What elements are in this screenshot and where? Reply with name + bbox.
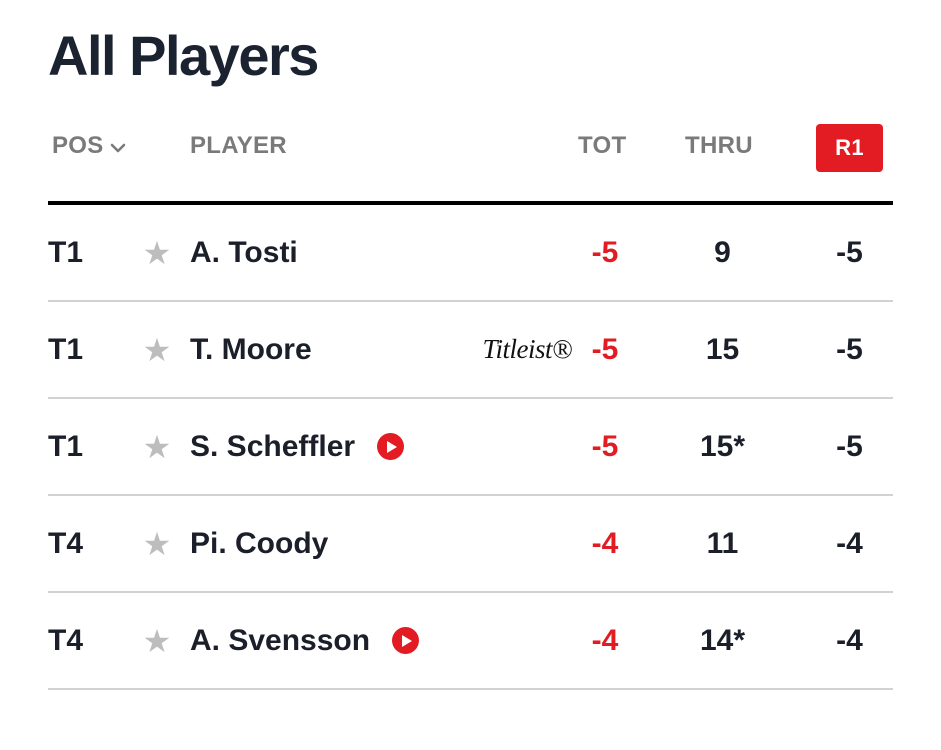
player-name: S. Scheffler [190,429,356,463]
round-1-tab[interactable]: R1 [816,124,883,172]
round-1-score: -5 [836,332,863,366]
sponsor-logo [462,496,572,591]
round-1-score: -5 [836,429,863,463]
player-row[interactable]: T4 ★ Pi. Coody -4 11 -4 [48,496,893,593]
thru-holes: 15* [699,429,746,463]
thru-header: THRU [685,132,753,159]
sponsor-logo: Titleist® [482,334,572,364]
player-name-cell[interactable]: T. Moore [190,302,312,397]
total-score: -5 [591,332,619,366]
sponsor-logo [462,205,572,300]
player-name: Pi. Coody [190,526,329,560]
play-video-icon[interactable] [377,433,405,460]
player-name: T. Moore [190,332,312,366]
sponsor-logo [462,399,572,494]
player-name-cell[interactable]: A. Tosti [190,205,298,300]
player-name-cell[interactable]: Pi. Coody [190,496,328,591]
round-1-score: -4 [836,623,863,657]
player-row[interactable]: T1 ★ A. Tosti -5 9 -5 [48,205,893,302]
leaderboard-header: POS PLAYER TOT THRU R1 [48,120,893,176]
play-video-icon[interactable] [392,627,420,654]
player-row[interactable]: T1 ★ S. Scheffler -5 15* -5 [48,399,893,496]
position: T1 [48,332,84,366]
player-name-cell[interactable]: A. Svensson [190,593,420,688]
favorite-star-icon[interactable]: ★ [142,428,172,465]
leaderboard-table: T1 ★ A. Tosti -5 9 -5 T1 ★ T. Moore Titl… [48,205,893,690]
tot-header: TOT [578,132,627,159]
thru-holes: 15 [705,332,740,366]
total-score: -4 [591,526,619,560]
thru-holes: 9 [714,235,731,269]
position: T1 [48,235,84,269]
player-name: A. Tosti [190,235,298,269]
position: T1 [48,429,84,463]
chevron-down-icon [110,143,125,153]
total-score: -4 [591,623,619,657]
favorite-star-icon[interactable]: ★ [142,234,172,271]
header-divider [48,201,893,205]
favorite-star-icon[interactable]: ★ [142,525,172,562]
round-1-score: -5 [836,235,863,269]
total-score: -5 [591,235,619,269]
player-row[interactable]: T4 ★ A. Svensson -4 14* -4 [48,593,893,690]
pos-header-label: POS [52,132,104,159]
sort-pos-button[interactable]: POS [52,132,126,160]
total-score: -5 [591,429,619,463]
player-header: PLAYER [190,132,287,159]
page-title: All Players [48,24,319,87]
position: T4 [48,526,84,560]
favorite-star-icon[interactable]: ★ [142,331,172,368]
player-row[interactable]: T1 ★ T. Moore Titleist® -5 15 -5 [48,302,893,399]
position: T4 [48,623,84,657]
sponsor-logo [462,593,572,688]
favorite-star-icon[interactable]: ★ [142,622,172,659]
player-name: A. Svensson [190,623,371,657]
round-1-score: -4 [836,526,863,560]
thru-holes: 11 [706,526,739,560]
player-name-cell[interactable]: S. Scheffler [190,399,405,494]
thru-holes: 14* [699,623,746,657]
